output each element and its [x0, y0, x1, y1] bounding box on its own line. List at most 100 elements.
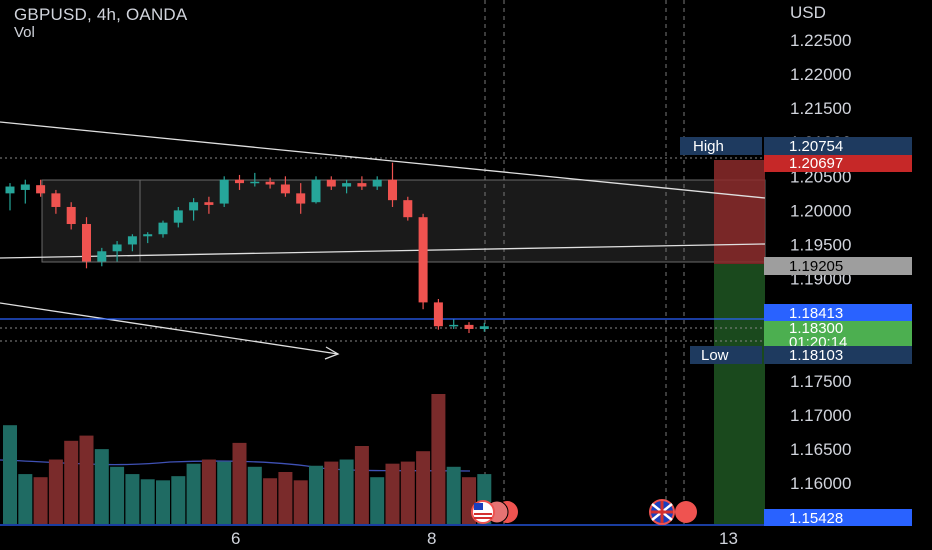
- volume-bar: [186, 463, 201, 524]
- svg-text:Low: Low: [701, 347, 729, 364]
- candle-body: [127, 236, 137, 245]
- price-tick-label: 1.19500: [790, 235, 851, 254]
- volume-bar: [400, 461, 415, 524]
- short-target-zone: [714, 264, 765, 524]
- volume-bar: [48, 459, 63, 524]
- symbol-title[interactable]: GBPUSD, 4h, OANDA: [14, 5, 188, 24]
- candle-body: [265, 181, 275, 185]
- svg-text:1.20697: 1.20697: [789, 155, 843, 172]
- blue-price-tag: 1.18413: [764, 304, 912, 322]
- volume-bar: [309, 465, 323, 524]
- candle-body: [20, 184, 30, 190]
- volume-bars: [3, 394, 492, 524]
- lower-channel-line[interactable]: [0, 243, 766, 259]
- volume-bar: [18, 474, 33, 524]
- price-tick-label: 1.20000: [790, 201, 851, 220]
- price-tick-label: 1.17500: [790, 372, 851, 391]
- volume-bar: [370, 477, 385, 524]
- volume-bar: [201, 459, 216, 524]
- volume-bar: [385, 463, 400, 524]
- volume-bar: [446, 466, 461, 524]
- candle-body: [97, 251, 107, 262]
- candle-body: [433, 302, 443, 327]
- volume-bar: [293, 480, 308, 524]
- price-tick-label: 1.16500: [790, 440, 851, 459]
- volume-bar: [125, 474, 140, 524]
- volume-bar: [416, 451, 431, 524]
- time-tick-13: 13: [719, 529, 738, 548]
- candle-body: [357, 183, 367, 187]
- volume-bar: [263, 478, 278, 524]
- candle-body: [143, 234, 153, 237]
- candle-body: [219, 179, 229, 204]
- candle-body: [296, 193, 306, 204]
- volume-bar: [64, 440, 79, 524]
- price-tick-label: 1.21500: [790, 99, 851, 118]
- volume-bar: [278, 472, 293, 524]
- red-price-tag: 1.20697: [764, 155, 912, 172]
- candle-body: [235, 179, 244, 184]
- candle-body: [158, 222, 168, 235]
- candle-body: [173, 210, 183, 223]
- candles: [5, 162, 489, 334]
- candle-body: [403, 200, 413, 218]
- volume-bar: [431, 394, 446, 524]
- volume-bar: [3, 425, 17, 524]
- currency-label: USD: [790, 3, 826, 22]
- candle-body: [36, 185, 46, 194]
- volume-bar: [140, 479, 155, 524]
- price-tick-label: 1.16000: [790, 474, 851, 493]
- candle-body: [66, 206, 76, 225]
- candle-body: [464, 324, 474, 329]
- candle-body: [342, 183, 352, 187]
- high-tag: High 1.20754: [680, 137, 912, 155]
- candle-body: [82, 224, 91, 262]
- us-flag-icon[interactable]: [471, 500, 518, 524]
- support-arrow-line[interactable]: [0, 302, 339, 355]
- price-tick-label: 1.17000: [790, 406, 851, 425]
- volume-bar: [171, 476, 186, 524]
- price-tick-label: 1.20500: [790, 167, 851, 186]
- svg-text:1.20754: 1.20754: [789, 138, 843, 155]
- svg-text:1.19205: 1.19205: [789, 258, 843, 275]
- candle-body: [449, 324, 459, 327]
- svg-text:1.15428: 1.15428: [789, 510, 843, 527]
- bottom-blue-tag: 1.15428: [764, 509, 912, 527]
- volume-bar: [110, 466, 125, 524]
- candle-body: [311, 179, 321, 203]
- candle-body: [326, 179, 336, 187]
- uk-flag-icon[interactable]: [649, 499, 697, 525]
- svg-text:1.18413: 1.18413: [789, 305, 843, 322]
- volume-bar: [79, 435, 94, 524]
- svg-text:1.18103: 1.18103: [789, 347, 843, 364]
- volume-bar: [33, 477, 48, 524]
- svg-text:1.18300: 1.18300: [789, 320, 843, 337]
- volume-indicator-label[interactable]: Vol: [14, 24, 35, 41]
- upper-trendline[interactable]: [0, 121, 766, 199]
- time-tick-6: 6: [231, 529, 240, 548]
- price-tick-label: 1.22500: [790, 31, 851, 50]
- svg-text:High: High: [693, 138, 724, 155]
- short-stop-zone: [714, 160, 765, 264]
- candle-body: [418, 217, 428, 303]
- time-tick-8: 8: [427, 529, 436, 548]
- arrow-head: [324, 346, 340, 360]
- candle-body: [5, 186, 15, 194]
- volume-bar: [339, 459, 354, 524]
- candle-body: [280, 184, 290, 194]
- candle-body: [479, 326, 489, 329]
- candle-body: [112, 244, 122, 252]
- candle-body: [189, 202, 199, 211]
- candle-body: [388, 179, 397, 201]
- volume-bar: [156, 480, 170, 524]
- volume-bar: [354, 446, 369, 524]
- volume-bar: [94, 449, 109, 524]
- gray-price-tag: 1.19205: [764, 257, 912, 275]
- volume-bar: [217, 461, 232, 524]
- candle-body: [372, 179, 382, 187]
- volume-bar: [324, 461, 339, 524]
- candle-body: [51, 193, 61, 207]
- low-tag: Low 1.18103: [690, 346, 912, 364]
